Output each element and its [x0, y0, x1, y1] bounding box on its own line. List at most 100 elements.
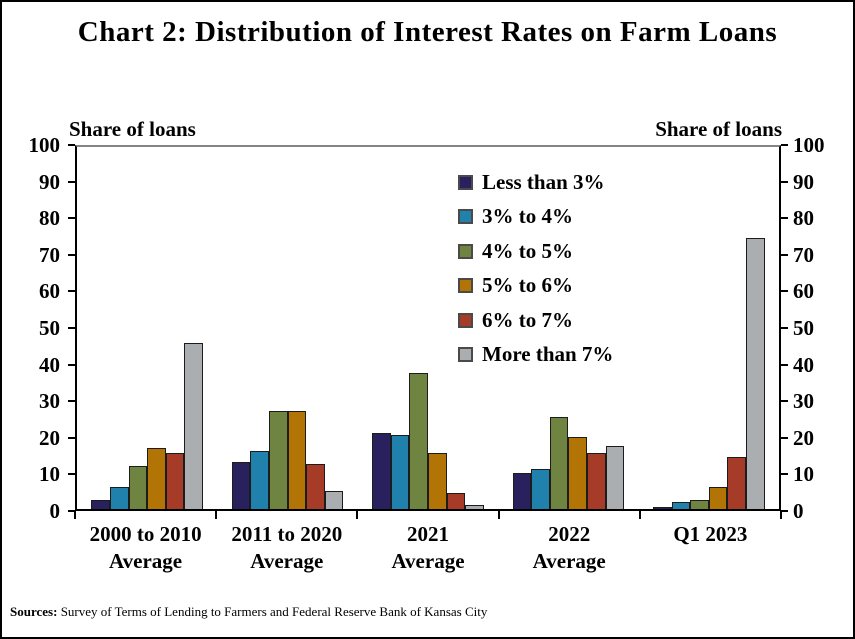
y-tick-right-50 — [781, 327, 788, 329]
y-tick-left-50 — [68, 327, 75, 329]
x-boundary-tick-3 — [497, 511, 500, 519]
x-category-label-line: Q1 2023 — [673, 522, 748, 546]
legend: Less than 3% 3% to 4% 4% to 5% 5% to 6% 6% t… — [458, 165, 613, 372]
y-axis-title-left: Share of loans — [69, 117, 196, 141]
bar-5-to-6-2011-to-2020-average — [287, 411, 307, 509]
bar-6-to-7-2022-average — [587, 452, 606, 509]
y-axis-title-right: Share of loans — [655, 117, 782, 141]
y-tick-left-80 — [68, 217, 75, 220]
bar-6-to-7-2021-average — [446, 492, 466, 509]
y-tick-right-0 — [781, 510, 788, 512]
y-tick-label-left-80: 80 — [39, 206, 60, 231]
y-tick-label-right-60: 60 — [793, 279, 814, 304]
y-tick-left-60 — [68, 290, 75, 293]
bar-5-to-6-2022-average — [568, 436, 587, 509]
y-tick-label-right-100: 100 — [793, 133, 825, 157]
bar-5-to-6-q1-2023 — [708, 487, 728, 509]
bar-3-to-4-2022-average — [531, 469, 550, 509]
y-tick-left-0 — [68, 510, 75, 512]
x-boundary-tick-0 — [74, 511, 76, 519]
y-tick-label-right-40: 40 — [793, 352, 814, 377]
bar-4-to-5-2022-average — [549, 416, 569, 509]
y-tick-right-70 — [781, 253, 788, 256]
x-category-label-line: Average — [250, 549, 324, 573]
bar-3-to-4-q1-2023 — [671, 501, 691, 509]
bar-3-to-4-2021-average — [390, 434, 410, 509]
legend-item-3-to-4: 3% to 4% — [458, 200, 613, 235]
bar-5-to-6-2021-average — [428, 452, 447, 509]
x-boundary-tick-4 — [638, 511, 641, 519]
legend-swatch-3-to-4 — [458, 209, 473, 225]
x-category-label-2022-average: 2022 Average — [479, 521, 659, 575]
y-tick-left-20 — [68, 436, 75, 439]
x-category-label-line: 2022 — [548, 522, 591, 546]
legend-label-less-than-3: Less than 3% — [482, 169, 605, 194]
legend-label-5-to-6: 5% to 6% — [482, 273, 573, 298]
y-tick-label-left-90: 90 — [39, 169, 60, 194]
bar-6-to-7-2011-to-2020-average — [306, 463, 325, 509]
y-tick-label-left-100: 100 — [28, 133, 61, 157]
x-boundary-tick-5 — [780, 511, 782, 519]
x-boundary-tick-2 — [356, 511, 359, 519]
bar-less-than-3-2000-to-2010-average — [91, 499, 110, 509]
y-tick-left-10 — [68, 473, 75, 476]
y-tick-label-left-40: 40 — [39, 352, 60, 377]
x-category-label-line: Average — [109, 549, 183, 573]
y-tick-label-right-90: 90 — [793, 169, 814, 194]
y-tick-right-80 — [781, 217, 788, 220]
y-tick-label-right-10: 10 — [793, 462, 814, 487]
bar-less-than-3-q1-2023 — [653, 507, 672, 509]
y-tick-label-left-10: 10 — [39, 462, 60, 487]
legend-item-4-to-5: 4% to 5% — [458, 234, 613, 269]
x-category-label-line: Average — [532, 549, 606, 573]
y-tick-label-left-50: 50 — [39, 316, 60, 340]
sources-label: Sources: — [10, 604, 58, 619]
y-tick-right-30 — [781, 400, 788, 403]
bar-4-to-5-2000-to-2010-average — [128, 465, 148, 509]
x-category-label-q1-2023: Q1 2023 — [620, 521, 800, 548]
x-category-label-line: Average — [391, 549, 465, 573]
sources-text: Survey of Terms of Lending to Farmers an… — [57, 604, 488, 619]
y-tick-label-right-30: 30 — [793, 389, 814, 414]
legend-item-5-to-6: 5% to 6% — [458, 269, 613, 304]
bar-less-than-3-2021-average — [372, 433, 391, 509]
legend-label-more-than-7: More than 7% — [482, 342, 614, 367]
bar-6-to-7-q1-2023 — [727, 456, 746, 509]
y-tick-label-right-80: 80 — [793, 206, 814, 231]
legend-item-more-than-7: More than 7% — [458, 338, 613, 373]
bar-less-than-3-2011-to-2020-average — [231, 461, 251, 509]
y-tick-left-70 — [68, 253, 75, 256]
y-tick-left-90 — [68, 180, 75, 183]
x-category-label-2000-to-2010-average: 2000 to 2010 Average — [56, 521, 236, 575]
x-category-label-line: 2011 to 2020 — [231, 522, 343, 546]
y-tick-left-100 — [68, 144, 75, 146]
x-category-label-line: 2000 to 2010 — [89, 522, 202, 546]
bar-4-to-5-2021-average — [409, 373, 428, 509]
x-category-label-2021-average: 2021 Average — [338, 521, 518, 575]
y-tick-right-60 — [781, 290, 788, 293]
y-tick-label-right-0: 0 — [793, 499, 804, 523]
y-tick-right-20 — [781, 436, 788, 439]
bar-3-to-4-2000-to-2010-average — [110, 487, 129, 509]
y-tick-label-left-20: 20 — [39, 425, 60, 450]
bar-6-to-7-2000-to-2010-average — [165, 452, 185, 509]
y-tick-label-left-70: 70 — [39, 242, 60, 267]
legend-swatch-more-than-7 — [458, 347, 473, 363]
y-tick-label-left-30: 30 — [39, 389, 60, 414]
bar-less-than-3-2022-average — [512, 472, 532, 509]
bar-4-to-5-2011-to-2020-average — [269, 411, 288, 509]
y-tick-right-100 — [781, 144, 788, 146]
y-tick-label-left-0: 0 — [49, 499, 61, 523]
legend-label-4-to-5: 4% to 5% — [482, 238, 573, 263]
y-tick-label-right-20: 20 — [793, 425, 814, 450]
bar-more-than-7-2021-average — [465, 505, 484, 509]
bar-4-to-5-q1-2023 — [690, 499, 709, 509]
y-tick-left-30 — [68, 400, 75, 403]
x-category-label-2011-to-2020-average: 2011 to 2020 Average — [197, 521, 377, 575]
chart-title: Chart 2: Distribution of Interest Rates … — [77, 16, 778, 48]
plot-area — [75, 145, 781, 511]
legend-swatch-less-than-3 — [458, 174, 473, 190]
legend-item-less-than-3: Less than 3% — [458, 165, 613, 200]
legend-swatch-4-to-5 — [458, 243, 473, 259]
